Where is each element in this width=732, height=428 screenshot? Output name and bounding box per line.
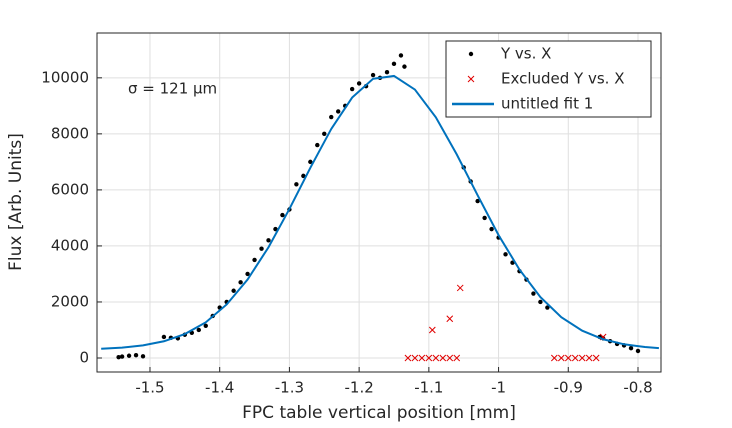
legend-marker (468, 51, 474, 57)
excluded-point (439, 354, 447, 362)
data-point (116, 354, 121, 360)
excluded-point (418, 354, 426, 362)
data-point (238, 280, 243, 285)
legend: Y vs. X Excluded Y vs. X untitled fit 1 (445, 40, 652, 118)
y-tick-label: 4000 (51, 236, 89, 254)
x-tick-label: -0.9 (554, 379, 583, 397)
y-tick-label: 8000 (51, 124, 89, 142)
grid (97, 33, 661, 372)
excluded-point (425, 354, 433, 362)
data-point (503, 252, 508, 257)
data-point (402, 64, 407, 69)
data-point (196, 327, 201, 333)
data-point (294, 182, 299, 187)
excluded-point (411, 354, 419, 362)
excluded-point (446, 354, 454, 362)
x-axis-label: FPC table vertical position [mm] (242, 403, 516, 423)
data-point (119, 354, 125, 359)
excluded-point (571, 354, 579, 362)
data-point (391, 61, 397, 67)
excluded-point (585, 354, 593, 362)
legend-label: Excluded Y vs. X (501, 70, 625, 88)
y-tick-label: 10000 (41, 68, 89, 86)
excluded-point (564, 354, 572, 362)
data-point (538, 299, 543, 305)
excluded-point (453, 354, 461, 362)
y-tick-label: 0 (79, 348, 89, 366)
excluded-point (456, 284, 464, 292)
legend-label: Y vs. X (500, 45, 551, 63)
excluded-point (578, 354, 586, 362)
excluded-point (428, 326, 436, 334)
y-tick-label: 6000 (51, 180, 89, 198)
data-point (475, 198, 480, 204)
x-tick-label: -0.8 (623, 379, 652, 397)
data-point (336, 109, 341, 114)
excluded-point (592, 354, 600, 362)
excluded-point (550, 354, 558, 362)
excluded-point (557, 354, 565, 362)
data-point (252, 257, 257, 263)
data-point (322, 131, 327, 137)
data-point (531, 291, 536, 296)
excluded-point (404, 354, 412, 362)
y-axis-label: Flux [Arb. Units] (6, 133, 26, 271)
data-point (384, 70, 390, 75)
data-point (259, 246, 264, 251)
x-tick-label: -1.5 (135, 379, 164, 397)
x-tick-label: -1 (491, 379, 506, 397)
x-tick-label: -1.3 (275, 379, 304, 397)
x-tick-label: -1.2 (344, 379, 373, 397)
data-point (280, 212, 285, 218)
data-point (329, 114, 334, 120)
annotation: σ = 121 μm (128, 80, 217, 98)
fit-line (101, 74, 659, 350)
marks (101, 53, 659, 362)
data-point (489, 226, 494, 232)
data-point (356, 81, 362, 86)
data-point (315, 142, 320, 148)
data-point (545, 305, 550, 310)
data-point (245, 271, 250, 277)
data-point (635, 348, 641, 354)
data-point (203, 323, 208, 328)
legend-marker (467, 75, 475, 83)
y-tick-label: 2000 (51, 292, 89, 310)
data-point (140, 354, 146, 359)
x-tick-label: -1.4 (205, 379, 234, 397)
data-point (308, 159, 313, 165)
data-point (349, 86, 355, 92)
data-point (628, 345, 634, 351)
data-point (133, 352, 139, 358)
x-tick-label: -1.1 (414, 379, 443, 397)
excluded-point (446, 315, 454, 323)
data-point (398, 53, 404, 58)
excluded-point (432, 354, 440, 362)
axes-box (96, 32, 662, 373)
data-point (161, 334, 167, 340)
data-point (126, 353, 132, 358)
data-point (273, 226, 278, 232)
data-point (370, 72, 376, 78)
data-point (231, 288, 236, 293)
legend-label: untitled fit 1 (501, 95, 593, 113)
data-point (482, 215, 487, 221)
data-point (301, 173, 306, 179)
data-point (266, 238, 271, 243)
